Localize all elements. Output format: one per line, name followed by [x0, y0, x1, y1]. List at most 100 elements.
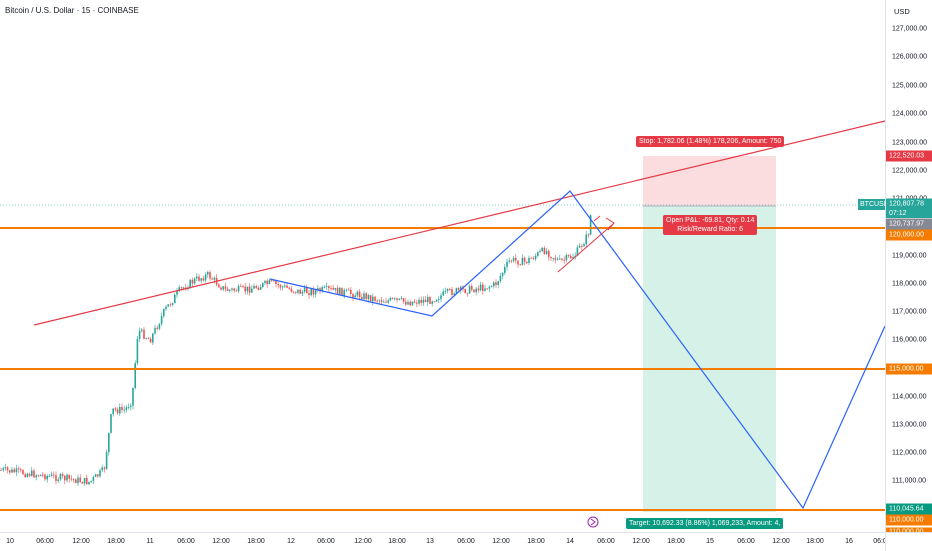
candle-body: [2, 468, 4, 471]
time-tick: 06:00: [597, 538, 615, 545]
price-tick: 126,000.00: [892, 53, 928, 61]
candle-body: [565, 255, 568, 261]
candle-body: [138, 330, 141, 340]
candle-body: [389, 297, 392, 301]
candle-body: [394, 298, 396, 300]
price-chart[interactable]: [0, 0, 885, 532]
candle-body: [464, 289, 466, 293]
time-tick: 18:00: [806, 538, 824, 545]
candle-body: [352, 293, 354, 298]
candle-body: [532, 258, 535, 260]
candle-body: [251, 288, 253, 293]
candle-body: [0, 470, 2, 471]
candle-body: [504, 267, 506, 273]
candle-body: [457, 288, 460, 291]
candle-body: [561, 258, 563, 260]
candle-body: [493, 282, 495, 287]
candle-body: [365, 293, 367, 299]
last-price-tag: 120,807.78: [886, 198, 932, 210]
candle-body: [61, 474, 64, 476]
candle-body: [48, 475, 51, 477]
stop-zone[interactable]: [643, 156, 776, 206]
candle-body: [178, 287, 180, 292]
candle-body: [475, 288, 477, 293]
candle-body: [275, 281, 277, 285]
candle-body: [233, 288, 235, 291]
candle-body: [55, 475, 57, 481]
time-tick: 06:00: [177, 538, 195, 545]
candle-body: [587, 234, 590, 236]
candle-body: [211, 278, 213, 280]
price-tick: 124,000.00: [892, 110, 928, 118]
price-tick: 125,000.00: [892, 82, 928, 90]
price-tick: 111,000.00: [892, 477, 926, 485]
axis-corner: [885, 532, 932, 551]
candle-body: [270, 279, 273, 281]
candle-body: [136, 339, 139, 364]
pnl-rr-label[interactable]: Open P&L: -69.81, Qty: 0.14 Risk/Reward …: [663, 215, 758, 235]
candle-body: [398, 298, 400, 300]
candle-body: [383, 301, 385, 303]
candlestick-series: [0, 214, 592, 486]
candle-body: [416, 302, 418, 304]
candle-body: [446, 288, 449, 291]
projection-path[interactable]: [269, 190, 885, 510]
flag-icon[interactable]: [587, 516, 599, 528]
candle-body: [244, 286, 246, 292]
candle-body: [90, 480, 92, 482]
candle-body: [68, 474, 70, 479]
candle-body: [376, 300, 378, 302]
candle-body: [369, 295, 372, 302]
candle-body: [328, 286, 330, 289]
candle-body: [310, 289, 312, 296]
candle-body: [167, 304, 169, 307]
candle-body: [402, 298, 405, 302]
time-tick: 18:00: [527, 538, 545, 545]
stop-label[interactable]: Stop: 1,782.06 (1.48%) 178,206, Amount: …: [636, 136, 785, 147]
candle-body: [308, 293, 310, 296]
candle-body: [169, 304, 172, 306]
candle-body: [550, 256, 552, 259]
candle-body: [204, 274, 207, 281]
candle-body: [145, 338, 147, 340]
candle-body: [508, 260, 510, 262]
candle-body: [515, 257, 517, 261]
price-axis[interactable]: USD 127,000.00 126,000.00 125,000.00 124…: [885, 0, 932, 533]
candle-body: [583, 244, 585, 247]
candle-body: [433, 301, 436, 303]
candle-body: [499, 276, 502, 282]
candle-body: [411, 301, 414, 306]
candle-body: [521, 257, 524, 266]
candle-body: [554, 257, 557, 260]
candle-body: [385, 301, 387, 303]
candle-body: [497, 281, 499, 286]
candle-body: [26, 473, 29, 478]
price-tick: 116,000.00: [892, 336, 927, 344]
candle-body: [66, 474, 68, 481]
candle-body: [226, 288, 229, 291]
time-axis[interactable]: 10 06:00 12:00 18:00 11 06:00 12:00 18:00 12 06:0…: [0, 532, 887, 551]
resistance-trendline[interactable]: [33, 120, 885, 326]
target-label[interactable]: Target: 10,692.33 (8.86%) 1,069,233, Amo…: [626, 518, 784, 529]
candle-body: [92, 476, 95, 481]
candle-body: [336, 287, 339, 295]
candle-body: [37, 475, 40, 477]
candle-body: [339, 287, 341, 295]
candle-body: [589, 215, 592, 235]
candle-body: [237, 286, 240, 292]
candle-body: [330, 288, 332, 289]
candle-body: [460, 286, 462, 291]
candle-body: [97, 474, 99, 477]
price-tick: 123,000.00: [892, 139, 928, 147]
candle-body: [422, 299, 425, 303]
target-zone[interactable]: [643, 206, 776, 512]
level-115000-tag: 115,000.00: [886, 363, 932, 375]
candle-body: [154, 327, 156, 334]
candle-body: [517, 260, 519, 265]
rr-label: Risk/Reward Ratio: 6: [677, 226, 744, 233]
candle-body: [396, 298, 398, 300]
candle-body: [88, 481, 90, 485]
candle-body: [301, 291, 304, 294]
arrow-shaft: [557, 223, 614, 273]
candle-body: [70, 478, 73, 480]
